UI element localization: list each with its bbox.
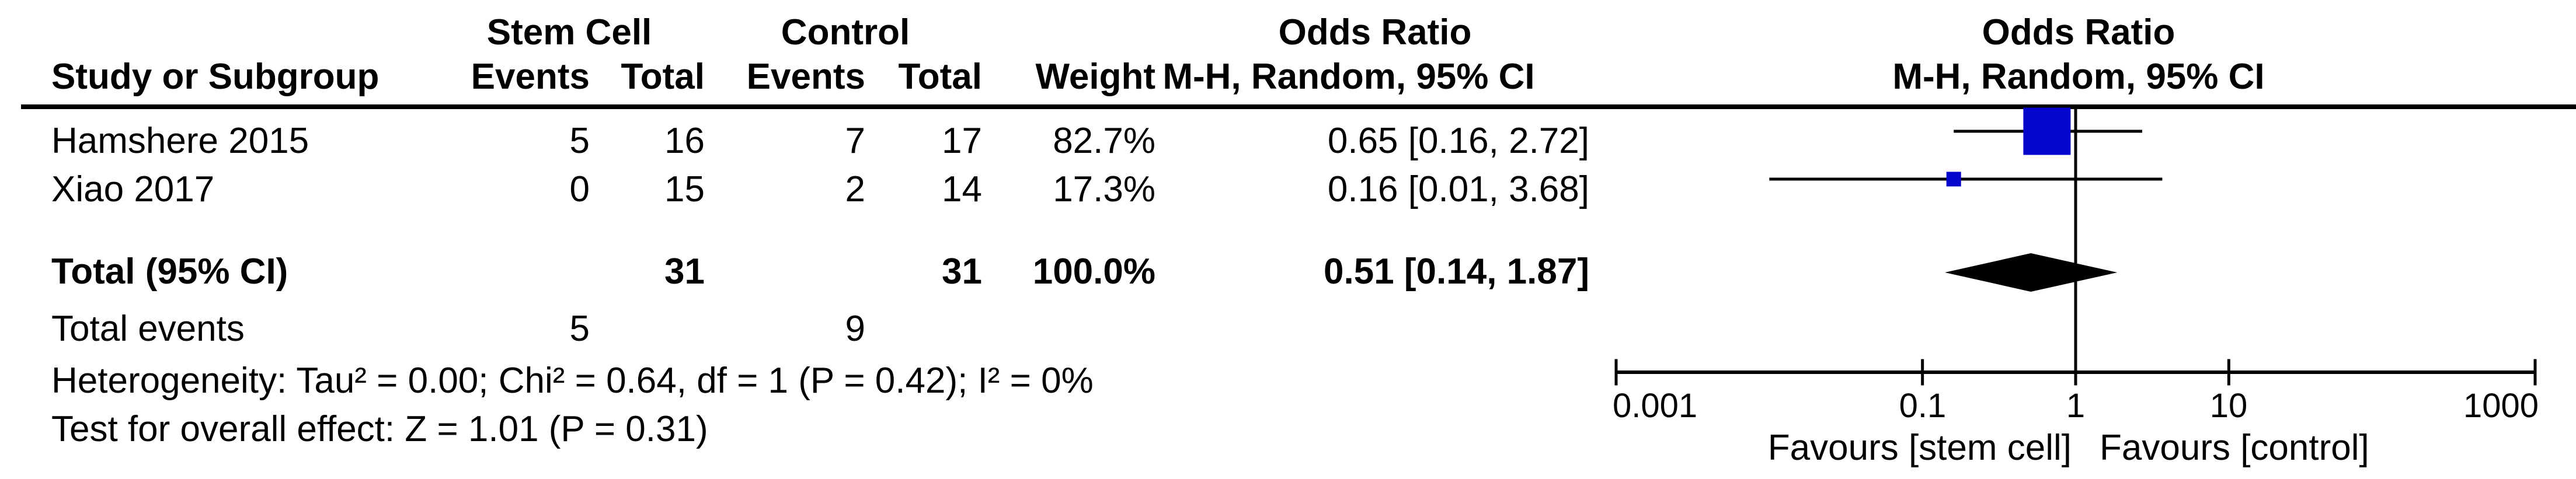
col-header-total-control: Total — [898, 57, 983, 97]
group-header-control: Control — [781, 12, 910, 53]
header-rule — [21, 104, 2576, 109]
control-events: 2 — [845, 169, 865, 209]
col-header-total-stem: Total — [621, 57, 705, 97]
axis-tick-label-0001: 0.001 — [1613, 387, 1698, 425]
study-name: Hamshere 2015 — [51, 121, 309, 161]
control-events: 7 — [845, 121, 865, 161]
total-stem-total: 31 — [664, 251, 705, 292]
plot-subtitle: M-H, Random, 95% CI — [1892, 57, 2265, 97]
axis-tick-label-1000: 1000 — [2463, 387, 2539, 425]
col-header-study: Study or Subgroup — [51, 57, 380, 97]
stem-total: 16 — [664, 121, 705, 161]
axis-tick-label-01: 0.1 — [1899, 387, 1947, 425]
axis-tick-label-10: 10 — [2209, 387, 2248, 425]
total-control-total: 31 — [942, 251, 982, 292]
total-events-control-value: 9 — [845, 309, 865, 349]
overall-effect-test: Test for overall effect: Z = 1.01 (P = 0… — [51, 409, 708, 449]
control-total: 17 — [942, 121, 982, 161]
heterogeneity-stats: Heterogeneity: Tau² = 0.00; Chi² = 0.64,… — [51, 361, 1094, 401]
total-or-ci: 0.51 [0.14, 1.87] — [1324, 251, 1589, 292]
or-ci-value: 0.16 [0.01, 3.68] — [1327, 169, 1589, 209]
ci-line-1 — [1769, 177, 2163, 181]
weight-square-0 — [2023, 107, 2071, 155]
or-column-subtitle: M-H, Random, 95% CI — [1162, 57, 1535, 97]
study-name: Xiao 2017 — [51, 169, 215, 209]
favours-stem-cell-label: Favours [stem cell] — [1767, 428, 2072, 468]
axis-tick-1 — [1921, 359, 1924, 386]
group-header-stem-cell: Stem Cell — [486, 12, 652, 53]
no-effect-line — [2074, 109, 2077, 372]
weight-square-1 — [1946, 172, 1961, 187]
axis-tick-2 — [2074, 359, 2077, 386]
stem-events: 5 — [569, 121, 590, 161]
favours-control-label: Favours [control] — [2100, 428, 2369, 468]
stem-events: 0 — [569, 169, 590, 209]
or-ci-value: 0.65 [0.16, 2.72] — [1327, 121, 1589, 161]
total-label: Total (95% CI) — [51, 251, 288, 292]
col-header-events-stem: Events — [471, 57, 590, 97]
stem-total: 15 — [664, 169, 705, 209]
control-total: 14 — [942, 169, 982, 209]
axis-tick-label-1: 1 — [2066, 387, 2086, 425]
or-column-title: Odds Ratio — [1278, 12, 1472, 53]
weight-value: 17.3% — [1053, 169, 1155, 209]
axis-tick-0 — [1614, 359, 1618, 386]
col-header-events-control: Events — [746, 57, 865, 97]
total-events-label: Total events — [51, 309, 245, 349]
pooled-diamond — [1945, 253, 2118, 292]
plot-title: Odds Ratio — [1982, 12, 2175, 53]
weight-value: 82.7% — [1053, 121, 1155, 161]
axis-tick-4 — [2533, 359, 2537, 386]
total-events-stem-value: 5 — [569, 309, 590, 349]
total-weight: 100.0% — [1032, 251, 1155, 292]
col-header-weight: Weight — [1035, 57, 1156, 97]
axis-tick-3 — [2227, 359, 2230, 386]
